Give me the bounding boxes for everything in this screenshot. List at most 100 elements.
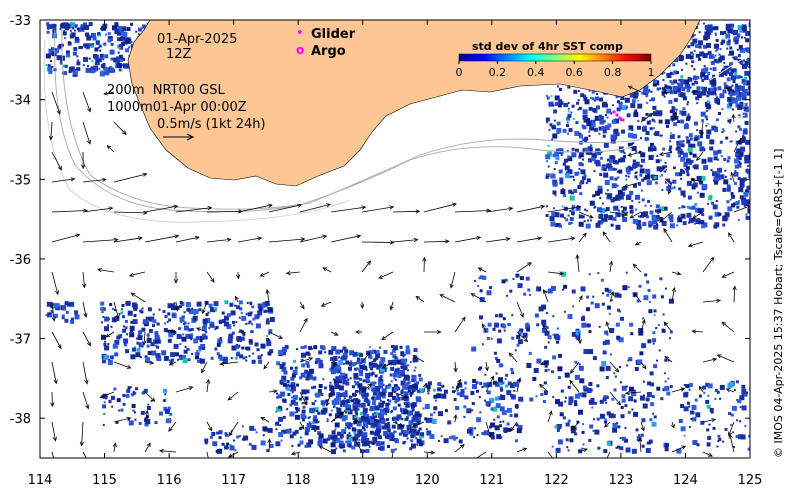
sst-pixel xyxy=(717,212,721,216)
sst-pixel xyxy=(689,383,693,388)
sst-pixel xyxy=(320,393,324,396)
sst-pixel xyxy=(226,313,231,318)
sst-pixel xyxy=(583,174,587,178)
sst-pixel xyxy=(396,393,399,396)
sst-pixel xyxy=(369,430,374,435)
current-vector xyxy=(330,234,362,243)
current-vector xyxy=(439,294,456,303)
sst-pixel xyxy=(179,356,182,359)
sst-pixel xyxy=(657,110,663,116)
sst-pixel xyxy=(482,275,487,280)
sst-pixel xyxy=(604,173,607,176)
sst-pixel xyxy=(182,358,188,364)
current-vector xyxy=(96,268,115,273)
sst-pixel xyxy=(384,423,390,429)
sst-pixel xyxy=(411,430,414,433)
current-vector xyxy=(144,442,151,453)
sst-pixel xyxy=(464,387,467,390)
sst-pixel xyxy=(560,102,563,105)
sst-pixel xyxy=(668,148,672,152)
sst-pixel xyxy=(294,414,300,420)
sst-pixel xyxy=(683,124,689,130)
sst-pixel xyxy=(705,399,710,404)
sst-pixel xyxy=(355,399,361,405)
sst-pixel xyxy=(556,128,562,133)
sst-pixel xyxy=(163,355,169,361)
sst-pixel xyxy=(566,121,569,124)
sst-pixel xyxy=(714,128,719,133)
sst-pixel xyxy=(645,131,650,135)
sst-pixel xyxy=(644,136,649,141)
sst-pixel xyxy=(347,426,351,430)
current-vector xyxy=(477,267,487,273)
sst-pixel xyxy=(702,86,708,92)
current-vector xyxy=(578,448,588,453)
sst-pixel xyxy=(593,418,596,421)
sst-pixel xyxy=(126,333,129,336)
sst-pixel xyxy=(66,302,71,307)
sst-pixel xyxy=(692,182,698,188)
sst-pixel xyxy=(373,403,376,406)
sst-pixel xyxy=(404,418,408,421)
sst-pixel xyxy=(349,350,352,353)
australia-landmass xyxy=(127,20,701,187)
sst-pixel xyxy=(635,150,638,153)
sst-pixel xyxy=(604,114,607,116)
sst-pixel xyxy=(317,411,321,415)
current-vector xyxy=(113,121,127,135)
sst-pixel xyxy=(572,175,575,178)
sst-pixel xyxy=(238,300,243,305)
sst-pixel xyxy=(700,86,704,90)
sst-pixel xyxy=(535,395,538,398)
sst-pixel xyxy=(739,406,742,409)
sst-pixel xyxy=(266,449,270,453)
sst-pixel xyxy=(570,428,576,434)
sst-pixel xyxy=(385,385,390,389)
sst-pixel xyxy=(643,90,647,93)
sst-pixel xyxy=(633,91,639,97)
sst-pixel xyxy=(728,54,731,56)
sst-pixel xyxy=(675,71,679,75)
current-vector xyxy=(578,295,583,303)
sst-pixel xyxy=(687,45,691,49)
sst-pixel xyxy=(747,447,750,451)
sst-pixel xyxy=(591,90,595,94)
sst-pixel xyxy=(678,187,682,191)
sst-pixel xyxy=(183,323,185,325)
sst-pixel xyxy=(664,358,668,362)
sst-pixel xyxy=(614,128,619,133)
sst-pixel xyxy=(286,386,291,391)
sst-pixel xyxy=(72,51,77,56)
sst-pixel xyxy=(743,36,746,39)
sst-pixel xyxy=(359,411,363,415)
sst-pixel xyxy=(172,314,175,317)
sst-pixel xyxy=(425,417,431,423)
sst-pixel xyxy=(328,393,333,398)
sst-pixel xyxy=(621,213,625,217)
sst-pixel xyxy=(670,109,673,112)
current-vector xyxy=(454,444,465,453)
sst-pixel xyxy=(603,120,606,123)
sst-pixel xyxy=(661,189,664,191)
sst-pixel xyxy=(254,314,260,320)
sst-pixel xyxy=(155,353,161,359)
sst-pixel xyxy=(438,411,443,417)
sst-pixel xyxy=(671,73,674,76)
sst-pixel xyxy=(235,321,238,324)
sst-pixel xyxy=(688,388,691,391)
sst-pixel xyxy=(574,403,578,407)
sst-pixel xyxy=(111,307,114,310)
sst-pixel xyxy=(380,419,386,425)
sst-pixel xyxy=(553,119,556,122)
sst-pixel xyxy=(313,376,317,380)
sst-pixel xyxy=(314,429,317,432)
sst-pixel xyxy=(583,176,586,179)
sst-pixel xyxy=(415,437,418,440)
sst-pixel xyxy=(152,319,157,324)
sst-pixel xyxy=(690,418,693,420)
sst-pixel xyxy=(47,66,53,72)
y-tick-label: -35 xyxy=(10,173,31,188)
sst-pixel xyxy=(212,441,218,447)
sst-pixel xyxy=(741,95,747,101)
sst-pixel xyxy=(564,396,567,399)
